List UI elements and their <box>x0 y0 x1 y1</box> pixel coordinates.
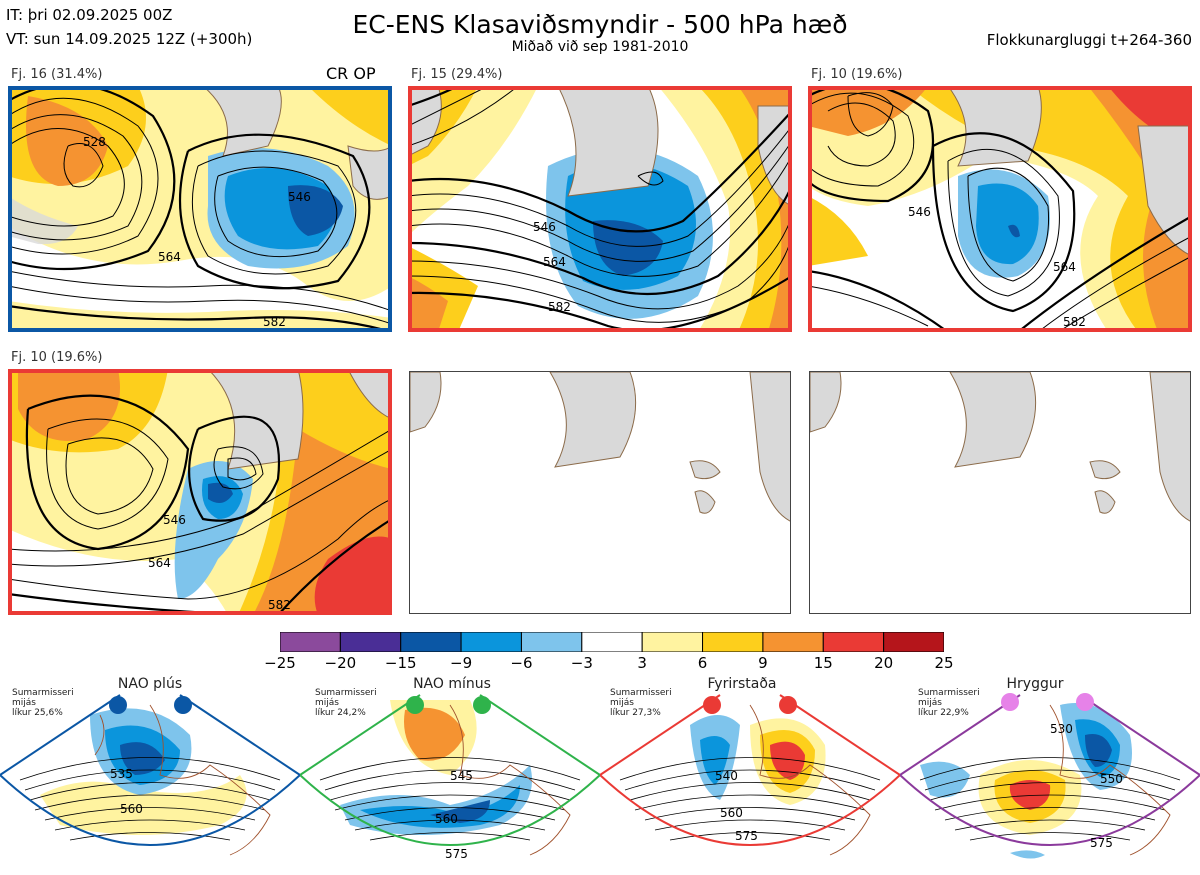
contour-label: 582 <box>548 300 571 314</box>
page-subtitle: Miðað við sep 1981-2010 <box>511 39 689 55</box>
colorbar-tick-label: −15 <box>384 654 417 672</box>
regime-4-info: Sumarmisseri mijás líkur 22,9% <box>918 688 980 718</box>
colorbar-tick-label: 9 <box>758 654 768 672</box>
cluster-3-frame <box>808 86 1192 332</box>
colorbar-segment <box>762 632 824 652</box>
page-title: EC-ENS Klasaviðsmyndir - 500 hPa hæð <box>352 10 848 39</box>
colorbar-segment <box>520 632 583 652</box>
empty-map-2 <box>809 371 1191 614</box>
colorbar-tick-label: −9 <box>450 654 473 672</box>
colorbar-tick-label: −25 <box>264 654 296 672</box>
contour-label: 564 <box>158 250 181 264</box>
regime-contour-label: 540 <box>715 769 738 783</box>
cluster-4-label: Fj. 10 (19.6%) <box>11 350 103 365</box>
contour-label: 582 <box>1063 315 1086 329</box>
regime-1-info: Sumarmisseri mijás líkur 25,6% <box>12 688 74 718</box>
colorbar-tick-label: 3 <box>637 654 647 672</box>
colorbar-segment <box>581 632 643 652</box>
cluster-map-4: 546 564 582 <box>8 369 392 615</box>
cluster-1-label: Fj. 16 (31.4%) <box>11 67 103 82</box>
contour-label: 564 <box>543 255 566 269</box>
cluster-2-frame <box>408 86 792 332</box>
regime-contour-label: 560 <box>720 806 743 820</box>
regime-contour-label: 545 <box>450 769 473 783</box>
cluster-2-label: Fj. 15 (29.4%) <box>411 67 503 82</box>
colorbar-tick-label: −6 <box>510 654 533 672</box>
issue-time: IT: þri 02.09.2025 00Z <box>6 6 173 24</box>
contour-label: 546 <box>163 513 186 527</box>
regime-contour-label: 575 <box>1090 836 1113 850</box>
regime-contour-label: 575 <box>735 829 758 843</box>
contour-label: 546 <box>533 220 556 234</box>
colorbar-segment <box>460 632 522 652</box>
colorbar <box>280 632 944 652</box>
cluster-map-2: 546 564 582 <box>408 86 792 332</box>
contour-label: 564 <box>148 556 171 570</box>
cluster-1-tag: CR OP <box>326 64 376 83</box>
regime-contour-label: 550 <box>1100 772 1123 786</box>
cluster-map-1: 528 546 564 582 <box>8 86 392 332</box>
colorbar-segment <box>280 632 341 652</box>
regime-blocking: 540 560 575 <box>599 675 902 871</box>
cluster-1-frame <box>8 86 392 332</box>
regime-nao-plus: 535 560 <box>0 675 302 871</box>
colorbar-segment <box>883 632 944 652</box>
colorbar-tick-label: 25 <box>934 654 954 672</box>
regime-ridge: 530 550 575 <box>899 675 1200 871</box>
regime-contour-label: 560 <box>120 802 143 816</box>
empty-map-1 <box>409 371 791 614</box>
valid-time: VT: sun 14.09.2025 12Z (+300h) <box>6 30 253 48</box>
colorbar-segment <box>702 632 764 652</box>
colorbar-segment <box>822 632 885 652</box>
regime-contour-label: 530 <box>1050 722 1073 736</box>
regime-nao-minus: 545 560 575 <box>299 675 602 871</box>
regime-3-info: Sumarmisseri mijás líkur 27,3% <box>610 688 672 718</box>
cluster-map-3: 546 564 582 <box>808 86 1192 332</box>
colorbar-segment <box>641 632 704 652</box>
regime-contour-label: 535 <box>110 767 133 781</box>
classification-window: Flokkunargluggi t+264-360 <box>986 31 1192 49</box>
colorbar-segment <box>400 632 462 652</box>
contour-label: 564 <box>1053 260 1076 274</box>
colorbar-tick-label: −20 <box>324 654 357 672</box>
regime-4-name: Hryggur <box>1006 676 1064 692</box>
contour-label: 582 <box>263 315 286 329</box>
colorbar-tick-label: 15 <box>813 654 833 672</box>
contour-label: 582 <box>268 598 291 612</box>
colorbar-segment <box>339 632 402 652</box>
colorbar-tick-label: 20 <box>874 654 894 672</box>
regime-3-name: Fyrirstaða <box>707 676 777 692</box>
colorbar-tick-label: −3 <box>570 654 593 672</box>
cluster-4-frame <box>8 369 392 615</box>
contour-label: 546 <box>908 205 931 219</box>
colorbar-tick-label: 6 <box>697 654 708 672</box>
regime-2-name: NAO mínus <box>413 676 491 692</box>
contour-label: 546 <box>288 190 311 204</box>
cluster-3-label: Fj. 10 (19.6%) <box>811 67 903 82</box>
regime-1-name: NAO plús <box>117 676 183 692</box>
regime-2-info: Sumarmisseri mijás líkur 24,2% <box>315 688 377 718</box>
regime-contour-label: 560 <box>435 812 458 826</box>
regime-contour-label: 575 <box>445 847 468 861</box>
contour-label: 528 <box>83 135 106 149</box>
